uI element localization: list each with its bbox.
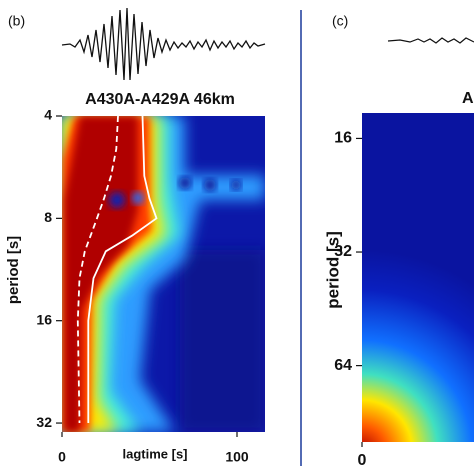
y-axis-label: period [s] [5, 236, 22, 304]
dispersion-curve [87, 116, 158, 423]
heatmap [62, 116, 265, 432]
y-tick-label: 16 [334, 130, 352, 147]
y-tick-label: 64 [334, 357, 352, 374]
x-tick-label: 0 [358, 452, 367, 469]
panel-label: (c) [332, 13, 348, 29]
chart-title: A [462, 90, 474, 107]
chart-title: A430A-A429A 46km [85, 91, 235, 108]
y-tick-label: 8 [44, 209, 52, 225]
y-tick-label: 16 [36, 311, 52, 327]
x-tick-label: 100 [225, 449, 249, 465]
x-axis-label: lagtime [s] [122, 446, 187, 461]
dispersion-curve [76, 116, 119, 424]
y-tick-label: 4 [44, 107, 52, 123]
waveform [387, 37, 474, 44]
x-tick-label: 0 [58, 449, 66, 465]
y-axis-label: period [s] [323, 231, 342, 308]
y-tick-label: 32 [334, 243, 352, 260]
waveform [61, 7, 266, 81]
heatmap [362, 113, 474, 442]
y-tick-label: 32 [36, 414, 52, 430]
panel-label: (b) [8, 13, 25, 29]
